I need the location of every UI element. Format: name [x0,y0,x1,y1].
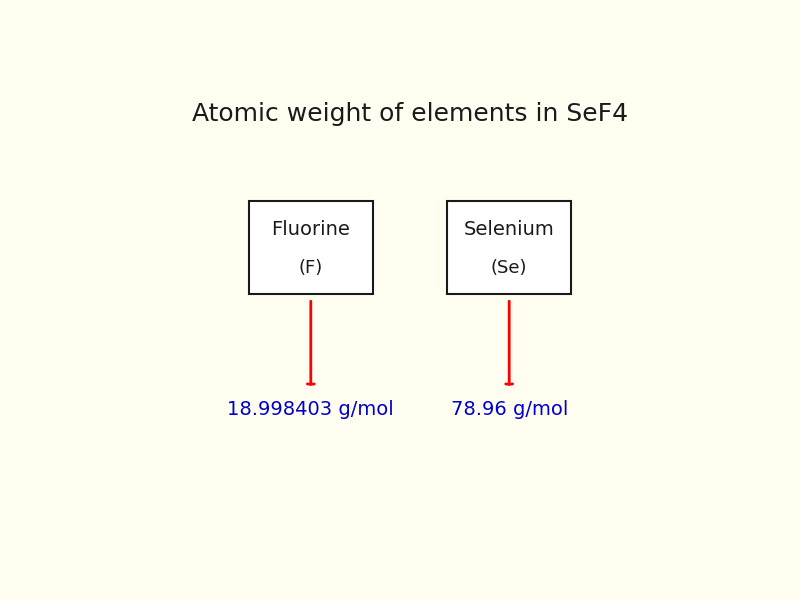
Text: Atomic weight of elements in SeF4: Atomic weight of elements in SeF4 [192,101,628,125]
Text: (F): (F) [298,259,323,277]
Text: Selenium: Selenium [464,220,554,239]
Text: Fluorine: Fluorine [271,220,350,239]
Bar [447,202,571,294]
Text: 78.96 g/mol: 78.96 g/mol [450,400,568,419]
Text: (Se): (Se) [491,259,527,277]
Text: 18.998403 g/mol: 18.998403 g/mol [227,400,394,419]
Bar [249,202,373,294]
